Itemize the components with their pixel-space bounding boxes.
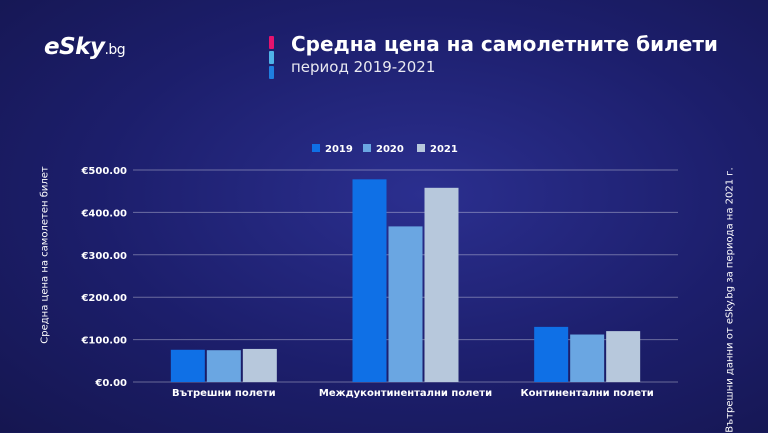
y-tick-label: €200.00 <box>80 293 127 304</box>
bar-2020 <box>388 226 423 382</box>
y-tick-label: €0.00 <box>94 378 127 389</box>
bar-2019 <box>534 326 569 382</box>
legend-label: 2021 <box>430 144 458 155</box>
bar-2021 <box>242 348 277 382</box>
category-label: Междуконтинентални полети <box>319 388 492 399</box>
category-label: Континентални полети <box>521 388 654 399</box>
logo-main-text: eSky <box>44 34 105 60</box>
logo-suffix-text: .bg <box>104 42 126 58</box>
legend-swatch-2021 <box>417 144 425 152</box>
legend-swatch-2020 <box>363 144 371 152</box>
accent-bar-pink <box>269 36 274 49</box>
bar-2019 <box>170 349 205 382</box>
category-label: Вътрешни полети <box>172 388 276 399</box>
esky-logo: eSky.bg <box>44 34 126 60</box>
y-tick-label: €400.00 <box>80 208 127 219</box>
bar-2021 <box>606 331 641 382</box>
legend-label: 2019 <box>325 144 353 155</box>
title-accent-bars <box>269 36 274 81</box>
y-tick-label: €100.00 <box>80 336 127 347</box>
y-tick-label: €500.00 <box>80 166 127 177</box>
y-tick-label: €300.00 <box>80 251 127 262</box>
page-subtitle: период 2019-2021 <box>291 58 436 76</box>
bar-2021 <box>424 187 459 382</box>
legend-label: 2020 <box>376 144 404 155</box>
bar-2020 <box>206 350 241 382</box>
bar-2020 <box>570 334 605 382</box>
legend-swatch-2019 <box>312 144 320 152</box>
bar-2019 <box>352 179 387 382</box>
accent-bar-light-blue <box>269 51 274 64</box>
page-title: Средна цена на самолетните билети <box>291 32 718 56</box>
accent-bar-blue <box>269 66 274 79</box>
